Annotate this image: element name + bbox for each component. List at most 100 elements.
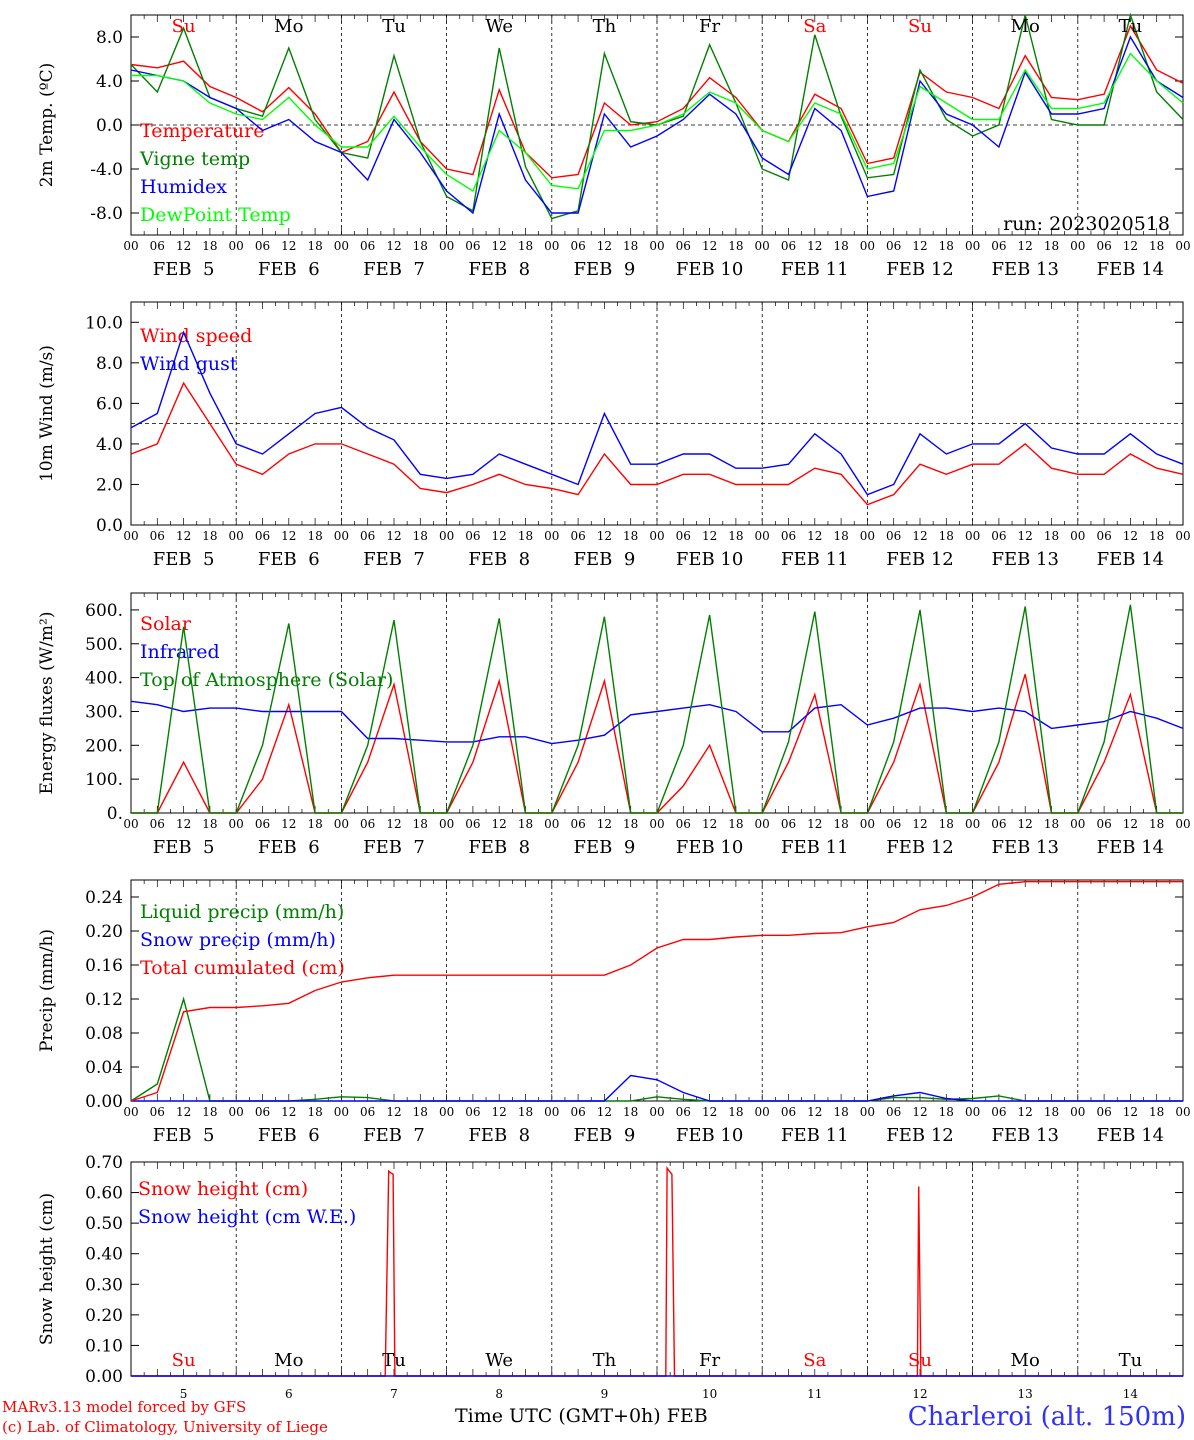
hour-tick-label: 00 xyxy=(334,239,349,253)
hour-tick-label: 18 xyxy=(518,239,533,253)
hour-tick-label: 18 xyxy=(413,529,428,543)
weekday-label: We xyxy=(485,1350,513,1371)
hour-tick-label: 12 xyxy=(492,529,507,543)
hour-tick-label: 12 xyxy=(386,1105,401,1119)
hour-tick-label: 00 xyxy=(1070,1105,1085,1119)
date-label: FEB 12 xyxy=(886,1125,953,1146)
hour-tick-label: 00 xyxy=(544,817,559,831)
hour-tick-label: 18 xyxy=(623,1105,638,1119)
y-tick-label: 0.0 xyxy=(96,116,123,136)
hour-tick-label: 06 xyxy=(991,1105,1006,1119)
hour-tick-label: 18 xyxy=(1044,1105,1059,1119)
hour-tick-label: 06 xyxy=(886,239,901,253)
y-tick-label: 0.0 xyxy=(96,516,123,536)
lab-credit: (c) Lab. of Climatology, University of L… xyxy=(2,1418,328,1436)
y-tick-label: 200. xyxy=(85,736,123,756)
hour-tick-label: 06 xyxy=(570,817,585,831)
hour-tick-label: 06 xyxy=(570,1105,585,1119)
weekday-label: Sa xyxy=(803,1350,826,1371)
date-label: FEB 7 xyxy=(363,259,425,280)
hour-tick-label: 12 xyxy=(281,239,296,253)
y-tick-label: 0. xyxy=(107,804,123,824)
hour-tick-label: 18 xyxy=(518,1105,533,1119)
series-line xyxy=(130,996,1183,1102)
hour-tick-label: 18 xyxy=(413,1105,428,1119)
hour-tick-label: 18 xyxy=(833,1105,848,1119)
hour-tick-label: 00 xyxy=(544,529,559,543)
y-tick-label: 0.00 xyxy=(85,1092,123,1112)
hour-tick-label: 06 xyxy=(570,239,585,253)
date-number: 10 xyxy=(702,1387,717,1401)
hour-tick-label: 12 xyxy=(702,529,717,543)
y-tick-label: -4.0 xyxy=(90,160,123,180)
legend-entry: Vigne temp xyxy=(139,148,250,170)
weekday-label: Mo xyxy=(274,16,303,37)
hour-tick-label: 06 xyxy=(465,1105,480,1119)
date-label: FEB 9 xyxy=(574,259,636,280)
legend-entry: Snow precip (mm/h) xyxy=(140,929,336,951)
hour-tick-label: 18 xyxy=(623,817,638,831)
hour-tick-label: 18 xyxy=(307,817,322,831)
hour-tick-label: 18 xyxy=(1149,529,1164,543)
hour-tick-label: 06 xyxy=(781,1105,796,1119)
hour-tick-label: 18 xyxy=(939,529,954,543)
hour-tick-label: 00 xyxy=(229,817,244,831)
hour-tick-label: 00 xyxy=(439,817,454,831)
y-tick-label: 600. xyxy=(85,601,123,621)
hour-tick-label: 12 xyxy=(1018,529,1033,543)
hour-tick-label: 12 xyxy=(492,1105,507,1119)
hour-tick-label: 06 xyxy=(570,529,585,543)
hour-tick-label: 12 xyxy=(912,529,927,543)
y-tick-label: 2.0 xyxy=(96,475,123,495)
y-tick-label: 0.40 xyxy=(85,1245,123,1265)
date-label: FEB 10 xyxy=(676,549,743,570)
y-tick-label: 0.10 xyxy=(85,1336,123,1356)
y-tick-label: 0.50 xyxy=(85,1214,123,1234)
weekday-label: Mo xyxy=(1011,1350,1040,1371)
hour-tick-label: 06 xyxy=(150,529,165,543)
hour-tick-label: 00 xyxy=(123,239,138,253)
weekday-label: Mo xyxy=(274,1350,303,1371)
date-label: FEB 10 xyxy=(676,1125,743,1146)
date-label: FEB 8 xyxy=(468,259,530,280)
hour-tick-label: 12 xyxy=(912,817,927,831)
y-tick-label: 0.24 xyxy=(85,888,123,908)
y-axis-label: Energy fluxes (W/m²) xyxy=(37,612,57,795)
hour-tick-label: 18 xyxy=(1044,529,1059,543)
date-label: FEB 12 xyxy=(886,259,953,280)
hour-tick-label: 12 xyxy=(386,817,401,831)
hour-tick-label: 06 xyxy=(255,1105,270,1119)
hour-tick-label: 18 xyxy=(307,239,322,253)
hour-tick-label: 00 xyxy=(439,239,454,253)
date-label: FEB 8 xyxy=(468,1125,530,1146)
hour-tick-label: 00 xyxy=(123,817,138,831)
hour-tick-label: 18 xyxy=(833,529,848,543)
y-tick-label: 100. xyxy=(85,770,123,790)
hour-tick-label: 00 xyxy=(334,817,349,831)
hour-tick-label: 18 xyxy=(202,239,217,253)
legend-entry: Humidex xyxy=(140,176,227,198)
hour-tick-label: 06 xyxy=(360,529,375,543)
weekday-label: Th xyxy=(593,1350,617,1371)
hour-tick-label: 18 xyxy=(518,529,533,543)
series-line xyxy=(130,330,1184,496)
date-number: 7 xyxy=(390,1387,398,1401)
legend-entry: DewPoint Temp xyxy=(140,204,291,226)
hour-tick-label: 12 xyxy=(492,817,507,831)
hour-tick-label: 00 xyxy=(334,1105,349,1119)
hour-tick-label: 18 xyxy=(202,529,217,543)
y-axis-label: 2m Temp. (ºC) xyxy=(37,63,57,188)
y-tick-label: 6.0 xyxy=(96,394,123,414)
y-axis-label: 10m Wind (m/s) xyxy=(37,345,57,482)
hour-tick-label: 12 xyxy=(912,239,927,253)
hour-tick-label: 18 xyxy=(939,817,954,831)
weekday-label: Tu xyxy=(382,16,406,37)
hour-tick-label: 00 xyxy=(755,239,770,253)
hour-tick-label: 18 xyxy=(939,1105,954,1119)
legend-entry: Top of Atmosphere (Solar) xyxy=(140,669,393,691)
hour-tick-label: 12 xyxy=(1123,817,1138,831)
date-label: FEB 14 xyxy=(1097,1125,1164,1146)
date-label: FEB 8 xyxy=(468,837,530,858)
y-tick-label: 0.04 xyxy=(85,1058,123,1078)
date-label: FEB 14 xyxy=(1097,837,1164,858)
